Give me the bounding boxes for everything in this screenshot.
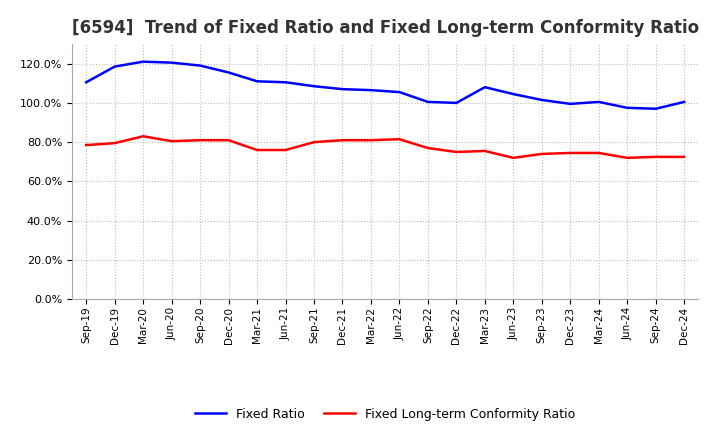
- Fixed Ratio: [395, 89, 404, 95]
- Fixed Long-term Conformity Ratio: [366, 138, 375, 143]
- Fixed Long-term Conformity Ratio: [110, 140, 119, 146]
- Fixed Long-term Conformity Ratio: [167, 139, 176, 144]
- Line: Fixed Long-term Conformity Ratio: Fixed Long-term Conformity Ratio: [86, 136, 684, 158]
- Fixed Ratio: [253, 79, 261, 84]
- Fixed Long-term Conformity Ratio: [652, 154, 660, 160]
- Title: [6594]  Trend of Fixed Ratio and Fixed Long-term Conformity Ratio: [6594] Trend of Fixed Ratio and Fixed Lo…: [71, 19, 699, 37]
- Fixed Ratio: [452, 100, 461, 106]
- Fixed Ratio: [480, 84, 489, 90]
- Fixed Long-term Conformity Ratio: [423, 145, 432, 150]
- Fixed Ratio: [623, 105, 631, 110]
- Fixed Ratio: [310, 84, 318, 89]
- Fixed Ratio: [110, 64, 119, 69]
- Fixed Ratio: [282, 80, 290, 85]
- Fixed Long-term Conformity Ratio: [480, 148, 489, 154]
- Fixed Ratio: [338, 87, 347, 92]
- Fixed Long-term Conformity Ratio: [395, 136, 404, 142]
- Fixed Ratio: [509, 92, 518, 97]
- Fixed Long-term Conformity Ratio: [196, 138, 204, 143]
- Fixed Ratio: [225, 70, 233, 75]
- Line: Fixed Ratio: Fixed Ratio: [86, 62, 684, 109]
- Fixed Long-term Conformity Ratio: [310, 139, 318, 145]
- Fixed Ratio: [139, 59, 148, 64]
- Fixed Ratio: [82, 80, 91, 85]
- Fixed Long-term Conformity Ratio: [82, 143, 91, 148]
- Legend: Fixed Ratio, Fixed Long-term Conformity Ratio: Fixed Ratio, Fixed Long-term Conformity …: [190, 403, 580, 425]
- Fixed Ratio: [595, 99, 603, 105]
- Fixed Long-term Conformity Ratio: [139, 134, 148, 139]
- Fixed Ratio: [167, 60, 176, 65]
- Fixed Long-term Conformity Ratio: [452, 149, 461, 154]
- Fixed Long-term Conformity Ratio: [338, 138, 347, 143]
- Fixed Long-term Conformity Ratio: [282, 147, 290, 153]
- Fixed Ratio: [537, 97, 546, 103]
- Fixed Long-term Conformity Ratio: [253, 147, 261, 153]
- Fixed Long-term Conformity Ratio: [680, 154, 688, 160]
- Fixed Long-term Conformity Ratio: [537, 151, 546, 157]
- Fixed Ratio: [652, 106, 660, 111]
- Fixed Long-term Conformity Ratio: [509, 155, 518, 161]
- Fixed Ratio: [423, 99, 432, 105]
- Fixed Ratio: [196, 63, 204, 68]
- Fixed Long-term Conformity Ratio: [566, 150, 575, 156]
- Fixed Ratio: [680, 99, 688, 105]
- Fixed Ratio: [566, 101, 575, 106]
- Fixed Ratio: [366, 88, 375, 93]
- Fixed Long-term Conformity Ratio: [595, 150, 603, 156]
- Fixed Long-term Conformity Ratio: [623, 155, 631, 161]
- Fixed Long-term Conformity Ratio: [225, 138, 233, 143]
